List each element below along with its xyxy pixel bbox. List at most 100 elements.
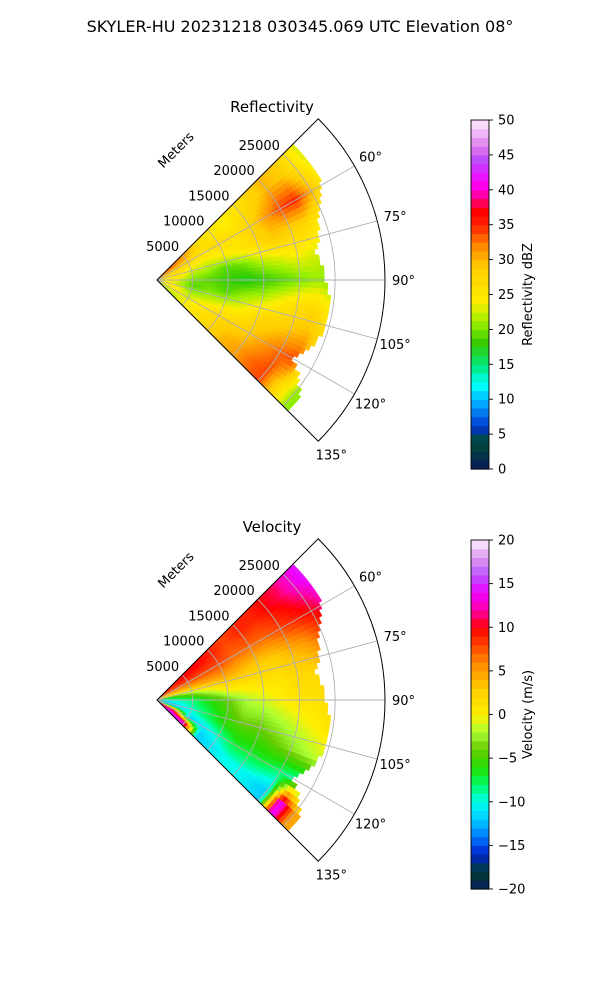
colorbar-segment bbox=[471, 311, 489, 322]
field-cell bbox=[269, 685, 275, 691]
colorbar-tick-label: 15 bbox=[498, 577, 515, 592]
colorbar-segment bbox=[471, 390, 489, 400]
field-cell bbox=[245, 284, 250, 289]
azimuth-tick-label: 105° bbox=[379, 338, 410, 353]
field-cell bbox=[284, 688, 289, 694]
field-cell bbox=[241, 284, 247, 289]
field-cell bbox=[291, 286, 296, 293]
field-cell bbox=[291, 272, 297, 278]
field-cell bbox=[270, 705, 275, 711]
colorbar-tick-label: 15 bbox=[498, 358, 515, 373]
field-cell bbox=[320, 690, 325, 698]
field-cell bbox=[231, 695, 236, 699]
field-cell bbox=[277, 286, 282, 292]
colorbar-tick-label: −20 bbox=[498, 883, 525, 898]
colorbar-segment bbox=[471, 338, 489, 348]
field-cell bbox=[291, 702, 297, 708]
reflectivity-azimuth-tick-labels: 60°75°90°105°120°135° bbox=[316, 151, 415, 464]
azimuth-tick-label: 90° bbox=[392, 694, 415, 709]
field-cell bbox=[235, 281, 240, 285]
field-cell bbox=[245, 691, 250, 696]
colorbar-segment bbox=[471, 688, 489, 698]
field-cell bbox=[256, 694, 261, 699]
colorbar-segment bbox=[471, 618, 489, 628]
field-cell bbox=[288, 706, 293, 713]
colorbar-segment bbox=[471, 679, 489, 689]
field-cell bbox=[238, 281, 243, 285]
field-cell bbox=[309, 287, 314, 294]
azimuth-tick-label: 75° bbox=[384, 630, 407, 645]
field-cell bbox=[302, 686, 307, 693]
field-cell bbox=[252, 687, 257, 692]
field-cell bbox=[314, 631, 321, 639]
colorbar-segment bbox=[471, 198, 489, 208]
field-cell bbox=[306, 271, 311, 278]
colorbar-segment bbox=[471, 635, 489, 646]
field-cell bbox=[245, 271, 250, 276]
colorbar-segment bbox=[471, 373, 489, 383]
field-cell bbox=[249, 704, 254, 709]
colorbar-segment bbox=[471, 871, 489, 881]
field-cell bbox=[252, 691, 257, 696]
azimuth-spoke bbox=[156, 279, 378, 340]
field-cell bbox=[276, 290, 282, 296]
field-cell bbox=[312, 685, 318, 693]
field-cell bbox=[231, 281, 236, 285]
colorbar-segment bbox=[471, 181, 489, 191]
field-cell bbox=[281, 273, 286, 278]
colorbar-segment bbox=[471, 146, 489, 156]
field-cell bbox=[284, 701, 290, 708]
field-cell bbox=[310, 669, 316, 676]
field-cell bbox=[320, 288, 325, 295]
colorbar-tick-label: −5 bbox=[498, 752, 517, 767]
field-cell bbox=[224, 696, 229, 699]
field-cell bbox=[310, 249, 316, 256]
field-cell bbox=[293, 350, 301, 358]
colorbar-segment bbox=[471, 451, 489, 461]
field-cell bbox=[326, 714, 332, 722]
field-cell bbox=[270, 269, 275, 275]
field-cell bbox=[238, 701, 243, 705]
colorbar-segment bbox=[471, 854, 489, 864]
field-cell bbox=[234, 272, 240, 277]
field-cell bbox=[266, 289, 271, 295]
field-cell bbox=[316, 282, 322, 289]
field-cell bbox=[256, 701, 261, 706]
field-cell bbox=[238, 272, 243, 276]
colorbar-tick-label: −15 bbox=[498, 839, 525, 854]
field-cell bbox=[326, 294, 332, 302]
field-cell bbox=[224, 281, 229, 284]
azimuth-tick-label: 105° bbox=[379, 758, 410, 773]
field-cell bbox=[220, 693, 225, 697]
field-cell bbox=[316, 265, 321, 272]
field-cell bbox=[320, 685, 325, 692]
field-cell bbox=[277, 688, 282, 694]
azimuth-spoke bbox=[156, 699, 378, 760]
colorbar-segment bbox=[471, 697, 489, 707]
field-cell bbox=[320, 708, 325, 715]
field-cell bbox=[325, 300, 331, 308]
field-cell bbox=[315, 174, 323, 184]
field-cell bbox=[276, 684, 282, 690]
colorbar-segment bbox=[471, 355, 489, 365]
field-cell bbox=[248, 268, 254, 273]
field-cell bbox=[323, 708, 329, 716]
colorbar-tick-label: 10 bbox=[498, 393, 515, 408]
field-cell bbox=[220, 700, 225, 704]
field-cell bbox=[245, 694, 250, 699]
velocity-azimuth-tick-labels: 60°75°90°105°120°135° bbox=[316, 571, 415, 884]
radial-tick-label: 15000 bbox=[188, 609, 229, 624]
colorbar-tick-label: 5 bbox=[498, 428, 506, 443]
colorbar-segment bbox=[471, 224, 489, 235]
colorbar-segment bbox=[471, 294, 489, 304]
field-cell bbox=[299, 767, 306, 775]
field-cell bbox=[269, 289, 275, 295]
field-cell bbox=[276, 264, 282, 270]
field-cell bbox=[291, 692, 297, 698]
colorbar-tick-label: 20 bbox=[498, 534, 515, 549]
velocity-field bbox=[156, 563, 332, 832]
field-cell bbox=[267, 693, 272, 699]
radial-tick-label: 10000 bbox=[163, 635, 204, 650]
figure-title: SKYLER-HU 20231218 030345.069 UTC Elevat… bbox=[87, 17, 514, 36]
colorbar-tick-label: 10 bbox=[498, 621, 515, 636]
